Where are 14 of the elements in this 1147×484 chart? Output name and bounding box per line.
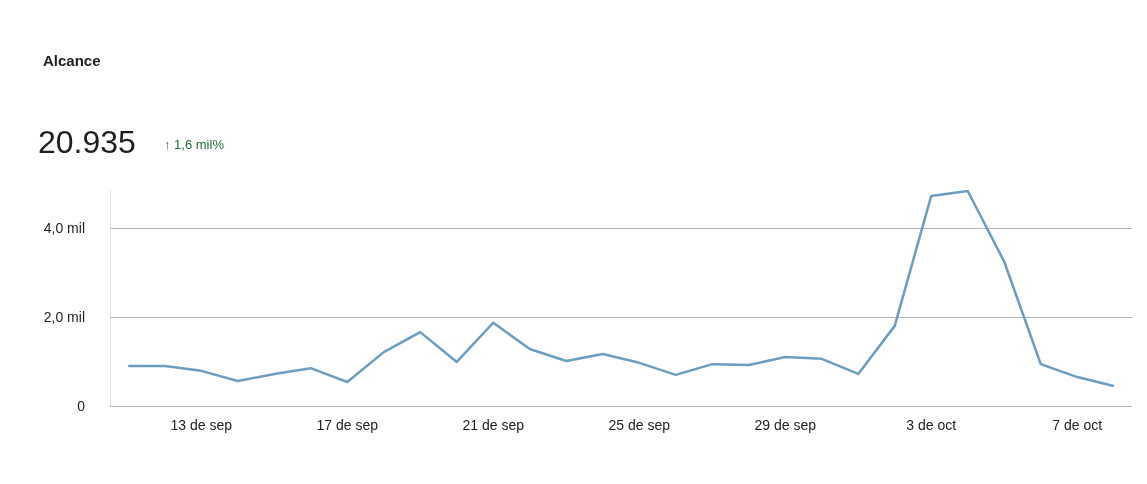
x-tick-label: 29 de sep [754,417,817,433]
y-tick-label: 2,0 mil [43,308,85,325]
chart-title: Alcance [43,52,101,69]
x-tick-label: 13 de sep [170,417,233,433]
text: ↑ 1,6 mil% [164,137,225,152]
text: 20.935 [38,124,136,160]
x-tick-label: 17 de sep [316,417,379,433]
y-tick-label: 0 [77,398,86,414]
x-tick-label: 25 de sep [608,417,671,433]
line-series [127,189,1115,388]
x-tick-label: 3 de oct [906,417,957,433]
x-tick-label: 21 de sep [462,417,525,433]
y-tick-label: 4,0 mil [43,219,85,236]
x-tick-label: 7 de oct [1052,417,1103,433]
